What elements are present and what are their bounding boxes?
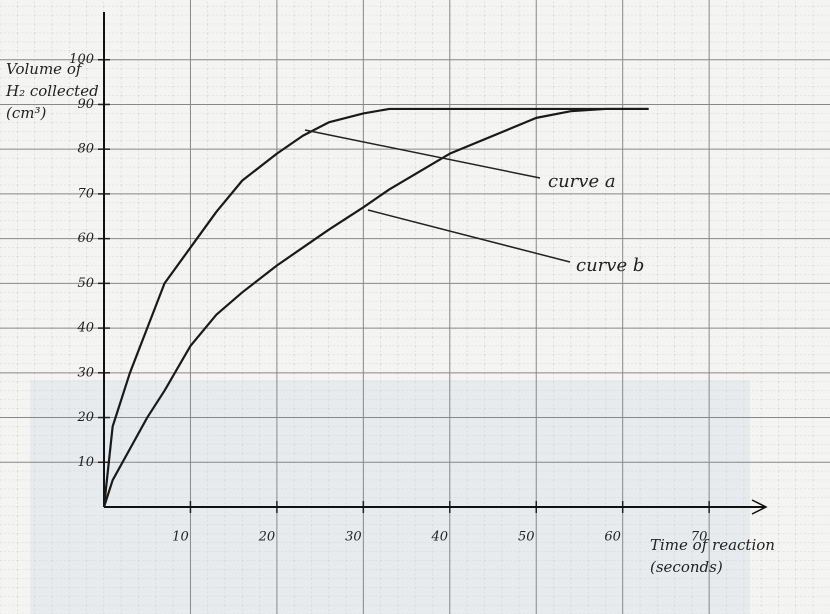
y-tick-label: 10 bbox=[77, 455, 94, 470]
annotation: curve a bbox=[548, 171, 616, 192]
y-tick-label: 80 bbox=[77, 142, 94, 157]
x-tick-label: 30 bbox=[345, 530, 362, 545]
y-tick-label: 60 bbox=[77, 231, 94, 246]
x-tick-label: 20 bbox=[258, 530, 276, 545]
x-tick-label: 10 bbox=[172, 530, 189, 545]
y-tick-label: 40 bbox=[76, 321, 94, 336]
annotation: curve b bbox=[576, 255, 644, 276]
x-axis-label: Time of reaction (seconds) bbox=[650, 534, 830, 578]
y-tick-label: 70 bbox=[77, 186, 94, 201]
watermark bbox=[30, 380, 750, 614]
y-tick-label: 20 bbox=[76, 410, 94, 425]
y-axis-label: Volume of H₂ collected (cm³) bbox=[6, 58, 101, 124]
y-tick-label: 30 bbox=[77, 365, 94, 380]
x-tick-label: 40 bbox=[431, 530, 449, 545]
page: 10203040506070809010010203040506070curve… bbox=[0, 0, 830, 614]
x-tick-label: 60 bbox=[604, 530, 621, 545]
chart: 10203040506070809010010203040506070curve… bbox=[0, 0, 830, 614]
y-tick-label: 50 bbox=[77, 276, 94, 291]
x-tick-label: 50 bbox=[518, 530, 535, 545]
